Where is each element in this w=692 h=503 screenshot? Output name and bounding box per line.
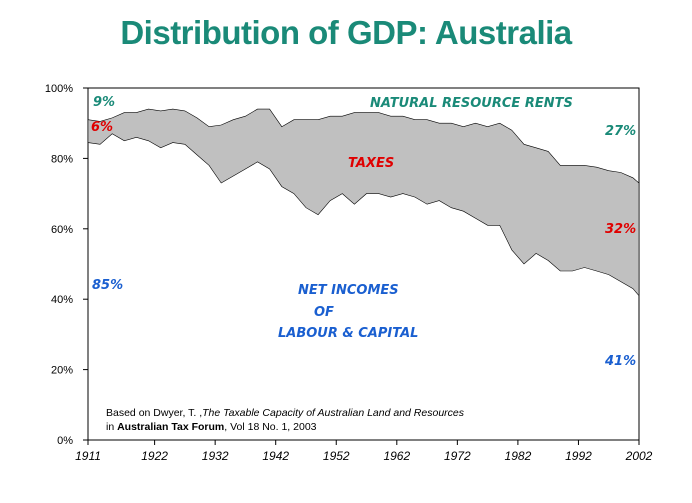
x-tick-label: 2002 [625, 449, 653, 463]
source-note-journal: Australian Tax Forum [117, 421, 224, 433]
end-taxes-percent: 32% [605, 222, 636, 237]
label-of: OF [314, 305, 334, 320]
x-tick-label: 1911 [75, 449, 101, 463]
svg-text:Based on Dwyer, T. ,The Taxabl: Based on Dwyer, T. ,The Taxable Capacity… [106, 407, 465, 419]
end-rents-percent: 27% [605, 124, 636, 139]
x-tick-label: 1982 [505, 449, 532, 463]
source-note-prefix: Based on Dwyer, T. , [106, 407, 202, 419]
start-rents-percent: 9% [93, 95, 115, 110]
chart-title: Distribution of GDP: Australia [120, 14, 572, 51]
source-note-title: The Taxable Capacity of Australian Land … [202, 407, 465, 419]
svg-text:in Australian Tax Forum, Vol 1: in Australian Tax Forum, Vol 18 No. 1, 2… [106, 421, 317, 433]
source-note: Based on Dwyer, T. ,The Taxable Capacity… [106, 407, 465, 433]
end-net-percent: 41% [604, 354, 636, 369]
y-tick-label: 20% [51, 365, 73, 377]
x-tick-label: 1972 [444, 449, 471, 463]
label-natural-resource-rents: NATURAL RESOURCE RENTS [370, 96, 573, 111]
x-tick-label: 1932 [202, 449, 229, 463]
source-note-in: in [106, 421, 117, 433]
x-tick-label: 1962 [383, 449, 410, 463]
taxes-band [87, 108, 640, 297]
x-tick-label: 1922 [141, 449, 168, 463]
y-tick-label: 60% [51, 224, 73, 236]
label-labour-capital: LABOUR & CAPITAL [278, 326, 418, 341]
y-tick-label: 80% [51, 153, 73, 165]
x-tick-label: 1942 [262, 449, 289, 463]
x-tick-label: 1952 [323, 449, 350, 463]
start-taxes-percent: 6% [91, 120, 113, 135]
y-tick-label: 100% [45, 83, 73, 95]
y-tick-label: 0% [57, 435, 73, 447]
label-taxes: TAXES [348, 156, 394, 171]
start-net-percent: 85% [92, 278, 123, 293]
x-tick-label: 1992 [565, 449, 592, 463]
label-net-incomes: NET INCOMES [298, 283, 399, 298]
source-note-volume: , Vol 18 No. 1, 2003 [224, 421, 316, 433]
y-tick-label: 40% [51, 294, 73, 306]
